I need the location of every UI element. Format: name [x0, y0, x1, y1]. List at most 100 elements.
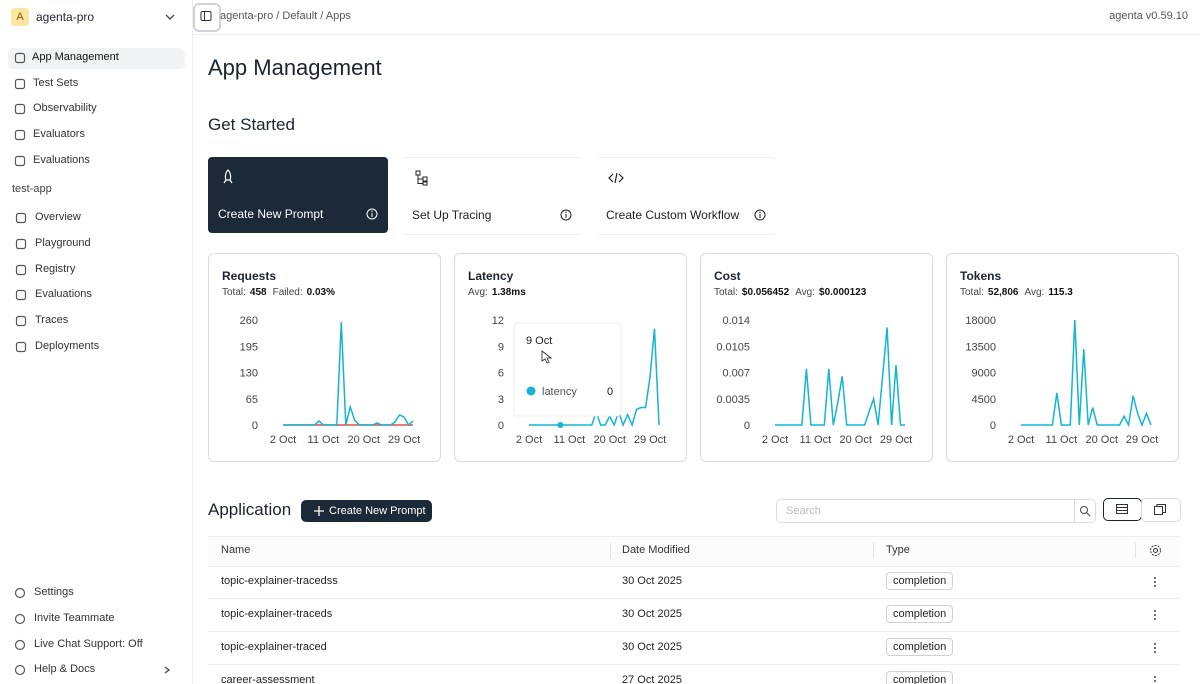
chart: 0 65 130 195 260 2 Oct 11 Oct 20 Oct 29 Oct	[240, 315, 421, 446]
x-tick-label: 29 Oct	[1126, 434, 1158, 446]
start-card[interactable]: Create Custom Workflow	[596, 157, 776, 235]
x-tick-label: 11 Oct	[1046, 434, 1078, 446]
create-button[interactable]: Create New Prompt	[301, 500, 432, 522]
nav-item[interactable]: Help & Docs	[34, 663, 96, 675]
nav-item[interactable]: App Management	[32, 51, 119, 63]
nav-item[interactable]: Live Chat Support: Off	[34, 638, 143, 650]
icon	[560, 209, 572, 221]
nav-item[interactable]: Evaluators	[33, 128, 85, 140]
cell-date: 30 Oct 2025	[622, 608, 682, 620]
tooltip-series: latency	[542, 386, 577, 398]
nav-item[interactable]: Invite Teammate	[34, 612, 115, 624]
icon	[165, 14, 175, 20]
icon	[223, 169, 233, 184]
stat-value: $0.056452	[741, 287, 790, 298]
y-tick-label: 0.0105	[716, 341, 750, 353]
y-tick-label: 0	[498, 420, 504, 432]
nav-item[interactable]: Evaluations	[35, 288, 92, 300]
chart: 0 3 6 9 12 2 Oct 11 Oct 20 Oct 29 Oct 9 Oct latenc…	[492, 315, 666, 446]
x-tick-label: 2 Oct	[762, 434, 788, 446]
nav-item[interactable]: Evaluations	[33, 154, 90, 166]
y-tick-label: 0.007	[722, 368, 750, 380]
stat-label: Avg:	[468, 287, 488, 298]
cell-date: 27 Oct 2025	[622, 674, 682, 684]
search-divider	[1074, 500, 1075, 522]
cell-name: topic-explainer-traced	[221, 641, 327, 653]
column-header: Name	[221, 544, 251, 556]
chart-stats: Total: 458 Failed: 0.03%	[222, 287, 335, 298]
chart-panel: Tokens Total: 52,806 Avg: 115.3 0 4500 9000 1350…	[946, 253, 1179, 462]
icon	[15, 238, 27, 250]
stat-value: 52,806	[987, 287, 1019, 298]
icon	[1154, 577, 1156, 587]
cell-type: completion	[886, 638, 954, 656]
icon	[14, 613, 26, 625]
y-tick-label: 13500	[965, 341, 996, 353]
chart-title: Requests	[222, 269, 277, 283]
icon	[1154, 676, 1156, 682]
y-tick-label: 9	[498, 341, 504, 353]
x-tick-label: 2 Oct	[1008, 434, 1034, 446]
table-row[interactable]	[208, 664, 1180, 684]
chart-title: Tokens	[960, 269, 1002, 283]
nav-item[interactable]: Settings	[34, 586, 74, 598]
icon	[15, 264, 27, 276]
sidebar-toggle[interactable]	[193, 3, 221, 32]
search-placeholder: Search	[786, 505, 821, 517]
nav-item[interactable]: Traces	[35, 314, 69, 326]
card-title: Set Up Tracing	[412, 208, 492, 222]
hover-dot	[557, 422, 564, 428]
icon	[754, 209, 766, 221]
page-title: App Management	[208, 55, 382, 80]
icon	[1154, 504, 1166, 515]
nav-item[interactable]: Deployments	[35, 340, 100, 352]
y-tick-label: 130	[240, 368, 258, 380]
cell-type: completion	[886, 671, 954, 684]
nav-item[interactable]: Observability	[33, 102, 97, 114]
org-avatar: A	[11, 8, 29, 26]
chart-stats: Total: 52,806 Avg: 115.3	[960, 287, 1073, 298]
icon	[314, 506, 324, 516]
nav-item[interactable]: Test Sets	[33, 77, 79, 89]
table-row[interactable]	[208, 565, 1180, 599]
nav-item[interactable]: Registry	[35, 263, 76, 275]
icon	[14, 52, 26, 64]
nav-item[interactable]: Playground	[35, 237, 91, 249]
y-tick-label: 4500	[972, 394, 996, 406]
cell-type: completion	[886, 605, 954, 623]
tooltip-value: 0	[607, 386, 613, 398]
start-card[interactable]: Create New Prompt	[208, 157, 388, 233]
icon	[14, 587, 26, 599]
y-tick-label: 0.0035	[716, 394, 750, 406]
stat-label: Total:	[960, 287, 984, 298]
icon	[1154, 643, 1156, 653]
nav-item[interactable]: Overview	[35, 211, 81, 223]
x-tick-label: 11 Oct	[554, 434, 586, 446]
icon	[14, 664, 26, 676]
table-row[interactable]	[208, 598, 1180, 632]
stat-label: Failed:	[272, 287, 303, 298]
icon	[1080, 506, 1091, 517]
create-button-label: Create New Prompt	[329, 505, 426, 517]
chart-stats: Total: $0.056452 Avg: $0.000123	[714, 287, 866, 298]
tooltip	[513, 322, 622, 417]
search-box[interactable]: Search	[776, 499, 1096, 523]
icon	[14, 129, 26, 141]
icon	[164, 666, 171, 674]
y-tick-label: 6	[498, 368, 504, 380]
y-tick-label: 9000	[972, 368, 996, 380]
icon	[200, 11, 212, 21]
x-tick-label: 2 Oct	[516, 434, 542, 446]
x-tick-label: 29 Oct	[388, 434, 420, 446]
icon	[14, 155, 26, 167]
view-toggle-card[interactable]	[1141, 498, 1181, 522]
org-name[interactable]: agenta-pro	[36, 10, 95, 24]
start-card[interactable]: Set Up Tracing	[402, 157, 582, 235]
y-tick-label: 0	[744, 420, 750, 432]
chart-title: Latency	[468, 269, 514, 283]
tooltip-swatch	[526, 386, 536, 396]
table-row[interactable]	[208, 631, 1180, 665]
cell-type: completion	[886, 572, 954, 590]
chart-title: Cost	[714, 269, 741, 283]
header-border	[192, 34, 1200, 35]
